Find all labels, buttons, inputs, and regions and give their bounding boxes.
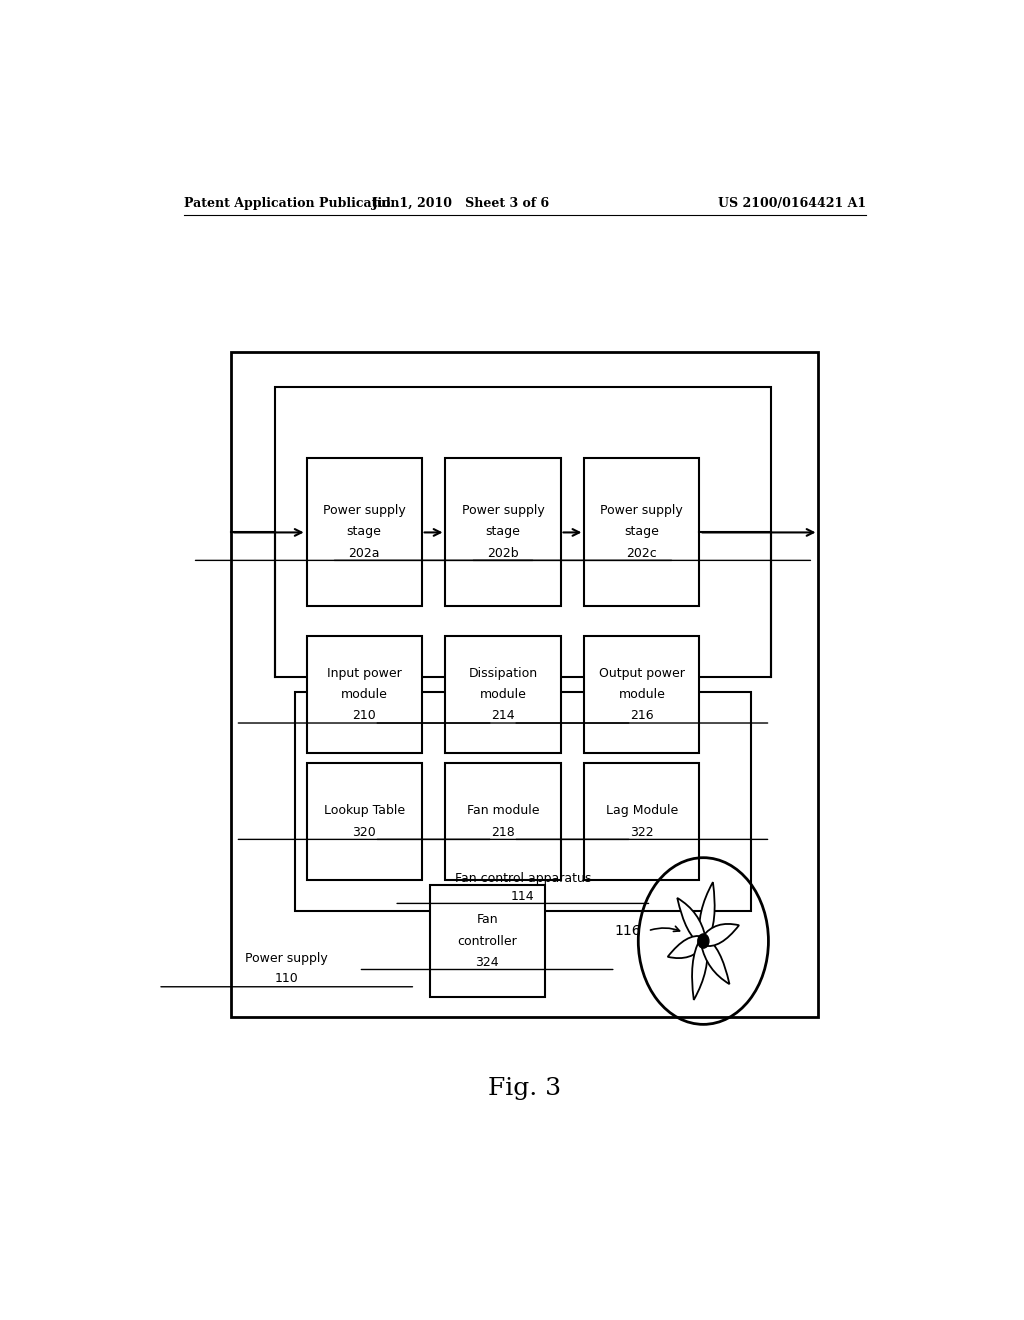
- Text: module: module: [341, 688, 387, 701]
- Text: Fig. 3: Fig. 3: [488, 1077, 561, 1100]
- Bar: [445, 763, 560, 880]
- Text: 110: 110: [274, 972, 299, 985]
- Text: 324: 324: [475, 956, 499, 969]
- Text: 216: 216: [630, 709, 653, 722]
- Text: stage: stage: [625, 525, 659, 539]
- Text: stage: stage: [485, 525, 520, 539]
- Text: Power supply: Power supply: [600, 504, 683, 517]
- Text: 218: 218: [492, 826, 515, 838]
- Circle shape: [697, 935, 709, 948]
- Bar: [585, 763, 699, 880]
- Text: Lookup Table: Lookup Table: [324, 804, 404, 817]
- PathPatch shape: [668, 936, 705, 958]
- Text: 214: 214: [492, 709, 515, 722]
- Bar: [585, 458, 699, 606]
- Text: 116: 116: [614, 924, 641, 939]
- PathPatch shape: [677, 898, 706, 945]
- Text: Fan: Fan: [476, 913, 498, 927]
- Text: Fan control apparatus: Fan control apparatus: [455, 871, 591, 884]
- PathPatch shape: [692, 940, 708, 1001]
- Bar: [295, 692, 751, 911]
- Text: Power supply: Power supply: [246, 952, 328, 965]
- Text: Power supply: Power supply: [462, 504, 545, 517]
- Text: module: module: [618, 688, 666, 701]
- Text: Output power: Output power: [599, 667, 685, 680]
- Text: Jul. 1, 2010   Sheet 3 of 6: Jul. 1, 2010 Sheet 3 of 6: [373, 197, 550, 210]
- Bar: [445, 458, 560, 606]
- Bar: [306, 458, 422, 606]
- Text: Patent Application Publication: Patent Application Publication: [183, 197, 399, 210]
- Bar: [231, 351, 818, 1018]
- Text: controller: controller: [458, 935, 517, 948]
- Bar: [306, 763, 422, 880]
- Bar: [430, 886, 545, 997]
- Bar: [445, 636, 560, 752]
- Text: 202b: 202b: [487, 546, 519, 560]
- Text: Lag Module: Lag Module: [606, 804, 678, 817]
- Bar: [585, 636, 699, 752]
- Text: Power supply: Power supply: [323, 504, 406, 517]
- Text: Input power: Input power: [327, 667, 401, 680]
- Text: 320: 320: [352, 826, 376, 838]
- PathPatch shape: [701, 937, 729, 985]
- PathPatch shape: [699, 882, 715, 942]
- Text: 210: 210: [352, 709, 376, 722]
- Text: 202a: 202a: [348, 546, 380, 560]
- Text: 322: 322: [630, 826, 653, 838]
- Text: US 2100/0164421 A1: US 2100/0164421 A1: [718, 197, 866, 210]
- Text: Fan module: Fan module: [467, 804, 540, 817]
- Text: stage: stage: [347, 525, 382, 539]
- Text: 114: 114: [511, 890, 535, 903]
- Text: Dissipation: Dissipation: [468, 667, 538, 680]
- Bar: [306, 636, 422, 752]
- Text: module: module: [479, 688, 526, 701]
- Bar: [274, 387, 771, 677]
- PathPatch shape: [702, 924, 739, 946]
- Text: 202c: 202c: [627, 546, 657, 560]
